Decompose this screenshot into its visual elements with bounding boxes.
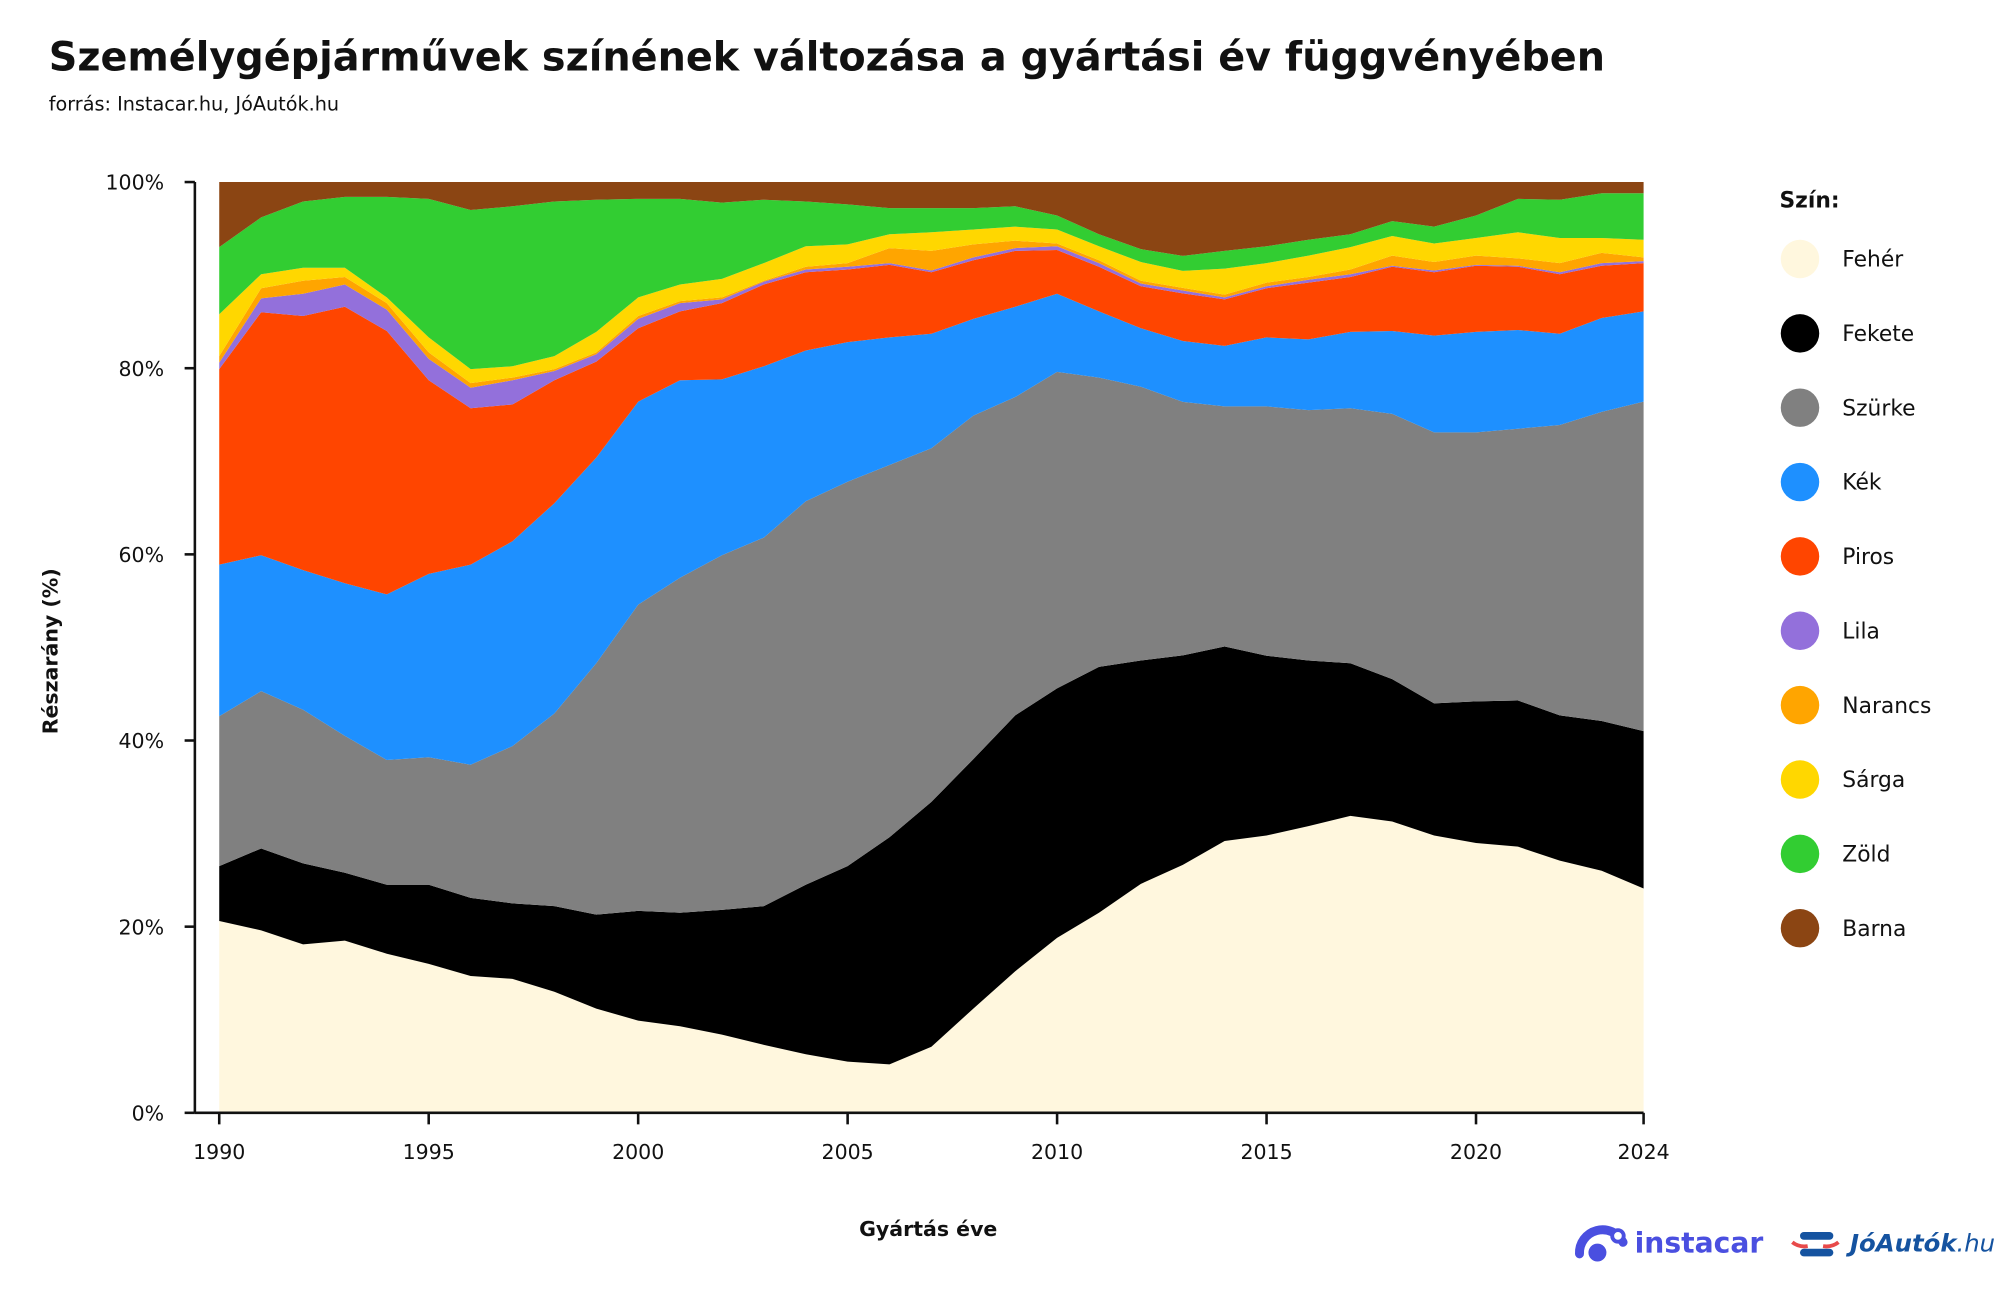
source-text: forrás: Instacar.hu, JóAutók.hu: [49, 92, 339, 115]
joautok-lights-icon: [1791, 1240, 1840, 1249]
legend-swatch: [1780, 611, 1820, 650]
legend-label: Narancs: [1842, 694, 1931, 719]
area-fekete: [219, 646, 1644, 1065]
legend-label: Sárga: [1842, 768, 1905, 793]
joautok-logo: JóAutók.hu: [1791, 1228, 1995, 1257]
x-tick-label: 1990: [193, 1140, 245, 1164]
x-tick-label: 2020: [1450, 1140, 1502, 1164]
y-tick-label: 60%: [119, 543, 165, 567]
legend-swatch: [1780, 462, 1820, 502]
legend-label: Kék: [1842, 471, 1882, 496]
area-barna: [219, 182, 1644, 256]
legend-item-fehér: Fehér: [1780, 239, 1903, 279]
legend-label: Fekete: [1842, 322, 1914, 347]
area-kék: [219, 293, 1644, 765]
legend-item-fekete: Fekete: [1780, 314, 1914, 353]
legend-item-szürke: Szürke: [1780, 388, 1916, 427]
y-tick-label: 80%: [119, 357, 165, 381]
legend-label: Piros: [1842, 545, 1894, 570]
stacked-areas: [219, 182, 1644, 1113]
x-tick-label: 2005: [822, 1140, 874, 1164]
legend-swatch: [1780, 537, 1820, 576]
area-narancs: [219, 240, 1644, 388]
joautok-suffix: .hu: [1957, 1228, 1996, 1257]
legend-title: Szín:: [1779, 189, 1839, 214]
joautok-car-icon: [1800, 1232, 1834, 1240]
legend-item-barna: Barna: [1780, 908, 1906, 948]
instacar-ring-icon: [1610, 1228, 1626, 1244]
joautok-name: JóAutók: [1845, 1228, 1958, 1257]
legend-swatch: [1780, 239, 1820, 279]
y-tick-label: 20%: [119, 915, 165, 939]
legend-item-narancs: Narancs: [1780, 685, 1931, 725]
area-sárga: [219, 226, 1644, 384]
legend-item-sárga: Sárga: [1780, 760, 1905, 799]
legend-label: Szürke: [1842, 396, 1915, 421]
axes: 0% 20% 40% 60% 80% 100% 1990 1995 2000 2005 2010 20…: [105, 171, 1669, 1164]
joautok-car-bottom-icon: [1800, 1248, 1834, 1257]
area-fehér: [219, 815, 1644, 1113]
x-tick-label: 2010: [1031, 1140, 1083, 1164]
area-szürke: [219, 371, 1644, 915]
legend: Szín: Fehér Fekete Szürke Kék Piros Lila Naran…: [1779, 189, 1931, 948]
legend-item-lila: Lila: [1780, 611, 1880, 650]
x-tick-label: 1995: [403, 1140, 455, 1164]
page-title: Személygépjárművek színének változása a …: [49, 35, 1605, 81]
instacar-logo: instacar: [1575, 1225, 1764, 1262]
joautok-logo-text: JóAutók.hu: [1845, 1228, 1995, 1257]
area-lila: [219, 246, 1644, 409]
legend-swatch: [1780, 760, 1820, 799]
instacar-logo-text: instacar: [1635, 1227, 1764, 1260]
legend-swatch: [1780, 388, 1820, 427]
area-piros: [219, 250, 1644, 595]
y-tick-label: 100%: [105, 171, 164, 195]
y-tick-label: 0%: [132, 1102, 165, 1126]
x-tick-label: 2015: [1240, 1140, 1292, 1164]
y-tick-label: 40%: [119, 729, 165, 753]
y-axis-label: Részarány (%): [39, 568, 63, 734]
legend-swatch: [1780, 834, 1820, 874]
legend-item-piros: Piros: [1780, 537, 1894, 576]
legend-swatch: [1780, 685, 1820, 725]
x-tick-label: 2000: [612, 1140, 664, 1164]
x-axis-label: Gyártás éve: [859, 1217, 997, 1241]
legend-swatch: [1780, 314, 1820, 353]
x-tick-label: 2024: [1618, 1140, 1670, 1164]
legend-label: Barna: [1842, 917, 1906, 942]
legend-item-kék: Kék: [1780, 462, 1882, 502]
instacar-dot-icon: [1588, 1243, 1607, 1262]
legend-label: Lila: [1842, 619, 1880, 644]
legend-label: Fehér: [1842, 248, 1903, 273]
area-zöld: [219, 193, 1644, 370]
legend-swatch: [1780, 908, 1820, 948]
legend-label: Zöld: [1842, 843, 1890, 868]
legend-item-zöld: Zöld: [1780, 834, 1890, 874]
